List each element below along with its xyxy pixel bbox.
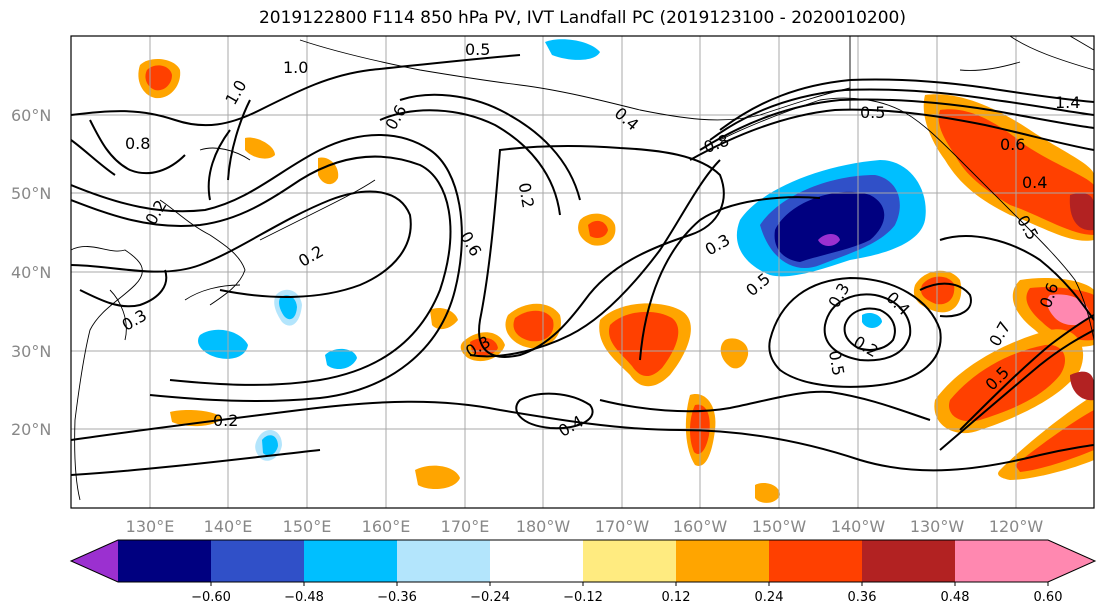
lon-label: 160°W bbox=[673, 517, 728, 536]
lon-label: 140°W bbox=[831, 517, 886, 536]
graticule bbox=[71, 36, 1094, 508]
lat-label: 60°N bbox=[11, 106, 51, 125]
colorbar-tick-label: 0.48 bbox=[941, 590, 970, 601]
colorbar-tick-label: 0.12 bbox=[662, 590, 691, 601]
contour-label: 0.2 bbox=[213, 411, 238, 430]
colorbar-segment bbox=[304, 540, 398, 582]
lon-label: 150°E bbox=[283, 517, 332, 536]
colorbar-segment bbox=[583, 540, 677, 582]
colorbar-tick-label: 0.36 bbox=[848, 590, 877, 601]
longitude-labels: 130°E 140°E 150°E 160°E 170°E 180°W 170°… bbox=[126, 517, 1044, 536]
colorbar-tick-label: −0.48 bbox=[284, 590, 324, 601]
contour-label: 0.4 bbox=[555, 411, 587, 440]
colorbar-segment bbox=[490, 540, 584, 582]
colorbar-segment bbox=[676, 540, 770, 582]
contour-label: 0.5 bbox=[825, 349, 848, 377]
colorbar-tick-label: −0.12 bbox=[563, 590, 603, 601]
pv-contours bbox=[71, 54, 1094, 476]
contour-label: 0.4 bbox=[611, 104, 643, 135]
contour-label: 0.3 bbox=[824, 280, 853, 312]
shaded-fields bbox=[138, 39, 1094, 503]
latitude-labels: 60°N 50°N 40°N 30°N 20°N bbox=[11, 106, 51, 439]
contour-label: 0.3 bbox=[119, 305, 151, 334]
contour-label: 0.5 bbox=[465, 40, 490, 59]
lon-label: 170°E bbox=[441, 517, 490, 536]
contour-label: 0.4 bbox=[1022, 173, 1047, 192]
colorbar-segment bbox=[397, 540, 491, 582]
colorbar-tick-label: 0.60 bbox=[1034, 590, 1063, 601]
colorbar-extend-max bbox=[1048, 540, 1095, 582]
contour-label: 1.0 bbox=[283, 58, 308, 77]
contour-label: 0.6 bbox=[1000, 135, 1025, 154]
colorbar: −0.60 −0.48 −0.36 −0.24 −0.12 0.12 0.24 0.36 0.4… bbox=[69, 539, 1097, 601]
colorbar-tick-label: −0.24 bbox=[470, 590, 510, 601]
colorbar-segment bbox=[862, 540, 956, 582]
lat-label: 50°N bbox=[11, 184, 51, 203]
colorbar-segment bbox=[211, 540, 305, 582]
map-frame bbox=[70, 35, 1095, 509]
colorbar-segment bbox=[118, 540, 212, 582]
lat-label: 40°N bbox=[11, 263, 51, 282]
contour-label: 1.0 bbox=[221, 77, 250, 109]
colorbar-segment bbox=[769, 540, 863, 582]
contour-label: 0.2 bbox=[295, 241, 327, 270]
lon-label: 180°W bbox=[516, 517, 571, 536]
lon-label: 130°E bbox=[126, 517, 175, 536]
lon-label: 120°W bbox=[989, 517, 1044, 536]
colorbar-tick-label: 0.24 bbox=[755, 590, 784, 601]
colorbar-tick-label: −0.36 bbox=[377, 590, 417, 601]
colorbar-extend-min bbox=[71, 540, 118, 582]
lon-label: 130°W bbox=[910, 517, 965, 536]
chart-title: 2019122800 F114 850 hPa PV, IVT Landfall… bbox=[258, 8, 906, 28]
contour-label: 0.8 bbox=[125, 134, 150, 153]
lon-label: 170°W bbox=[595, 517, 650, 536]
contour-label: 0.2 bbox=[850, 332, 882, 361]
lon-label: 160°E bbox=[362, 517, 411, 536]
colorbar-tick-label: −0.60 bbox=[191, 590, 231, 601]
lat-label: 20°N bbox=[11, 420, 51, 439]
contour-label: 0.5 bbox=[860, 103, 885, 122]
lat-label: 30°N bbox=[11, 342, 51, 361]
colorbar-segment bbox=[955, 540, 1049, 582]
contour-label: 0.2 bbox=[515, 181, 538, 209]
contour-label: 1.4 bbox=[1055, 93, 1080, 112]
lon-label: 140°E bbox=[204, 517, 253, 536]
contour-label: 0.3 bbox=[702, 230, 734, 259]
lon-label: 150°W bbox=[752, 517, 807, 536]
